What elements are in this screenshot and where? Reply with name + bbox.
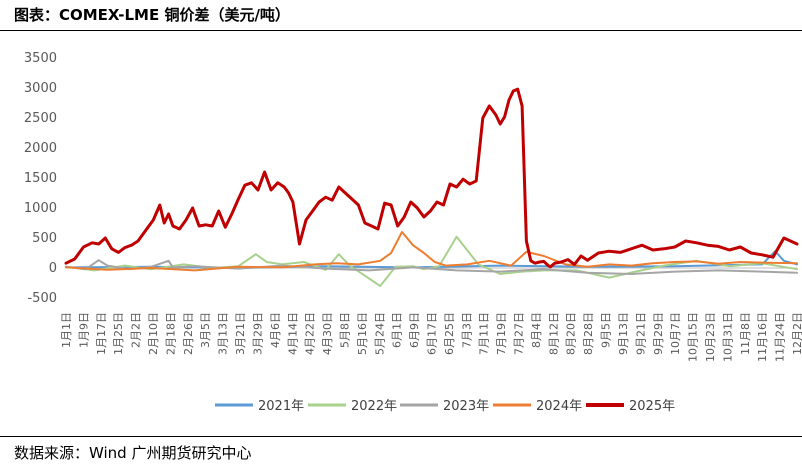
x-tick-label: 5月8日 [338, 312, 351, 348]
series-line-2023年 [65, 259, 798, 275]
x-tick-label: 4月22日 [304, 312, 317, 355]
x-tick-label: 2月18日 [164, 312, 177, 355]
line-chart: -500 0 500 1000 1500 2000 2500 3000 3500 1月1日 1月9… [24, 51, 802, 414]
y-tick-label: -500 [27, 291, 57, 306]
x-tick-label: 2月10日 [147, 312, 160, 355]
y-tick-label: 3500 [24, 51, 57, 66]
x-tick-label: 1月25日 [112, 312, 125, 355]
y-tick-label: 3000 [24, 81, 57, 96]
x-tick-label: 3月13日 [217, 312, 230, 355]
x-tick-label: 4月14日 [286, 312, 299, 355]
series-lines [64, 87, 799, 287]
x-tick-label: 10月15日 [687, 312, 700, 362]
x-tick-label: 4月30日 [321, 312, 334, 355]
x-tick-label: 8月4日 [530, 312, 543, 348]
x-tick-label: 9月5日 [600, 312, 613, 348]
x-tick-label: 3月21日 [234, 312, 247, 355]
x-tick-label: 8月28日 [582, 312, 595, 355]
x-tick-label: 9月13日 [617, 312, 630, 355]
y-tick-label: 1500 [24, 171, 57, 186]
x-tick-label: 8月12日 [547, 312, 560, 355]
x-tick-label: 6月25日 [443, 312, 456, 355]
footer-divider [0, 436, 802, 437]
x-tick-label: 10月7日 [669, 312, 682, 355]
x-tick-label: 9月29日 [652, 312, 665, 355]
x-tick-label: 10月31日 [721, 312, 734, 362]
x-tick-label: 2月2日 [130, 312, 143, 348]
legend-label: 2024年 [536, 399, 582, 414]
x-tick-label: 7月3日 [460, 312, 473, 348]
chart-title: 图表：COMEX-LME 铜价差（美元/吨） [14, 6, 290, 24]
x-tick-label: 11月24日 [774, 312, 787, 362]
legend-label: 2025年 [629, 399, 675, 414]
x-tick-label: 12月2日 [791, 312, 802, 355]
legend-label: 2022年 [351, 399, 397, 414]
y-tick-label: 0 [49, 261, 57, 276]
x-tick-label: 11月8日 [739, 312, 752, 355]
series-line-2025年 [64, 87, 799, 269]
x-axis: 1月1日 1月9日 1月17日 1月25日 2月2日 2月10日 2月18日 2月26日 3月5… [60, 267, 802, 362]
x-tick-label: 3月5日 [199, 312, 212, 348]
x-tick-label: 6月9日 [408, 312, 421, 348]
y-tick-label: 1000 [24, 201, 57, 216]
x-tick-label: 7月11日 [478, 312, 491, 355]
y-axis: -500 0 500 1000 1500 2000 2500 3000 3500 [24, 51, 57, 306]
y-tick-label: 2000 [24, 141, 57, 156]
series-line-2024年 [65, 231, 798, 272]
x-tick-label: 11月16日 [756, 312, 769, 362]
x-tick-label: 1月17日 [95, 312, 108, 355]
legend-label: 2023年 [443, 399, 489, 414]
x-tick-label: 6月17日 [426, 312, 439, 355]
x-tick-label: 2月26日 [182, 312, 195, 355]
x-tick-label: 4月6日 [269, 312, 282, 348]
x-tick-label: 9月21日 [634, 312, 647, 355]
x-tick-label: 5月24日 [373, 312, 386, 355]
y-tick-label: 500 [32, 231, 57, 246]
legend: 2021年 2022年 2023年 2024年 2025年 [215, 399, 675, 414]
x-tick-label: 1月9日 [77, 312, 90, 348]
legend-label: 2021年 [258, 399, 304, 414]
x-tick-label: 7月27日 [513, 312, 526, 355]
x-tick-label: 3月29日 [251, 312, 264, 355]
title-divider [0, 30, 802, 31]
data-source: 数据来源：Wind 广州期货研究中心 [14, 444, 252, 462]
x-tick-label: 6月1日 [391, 312, 404, 348]
x-tick-label: 10月23日 [704, 312, 717, 362]
y-tick-label: 2500 [24, 111, 57, 126]
x-tick-label: 1月1日 [60, 312, 73, 348]
x-tick-label: 5月16日 [356, 312, 369, 355]
x-tick-label: 8月20日 [565, 312, 578, 355]
x-tick-label: 7月19日 [495, 312, 508, 355]
